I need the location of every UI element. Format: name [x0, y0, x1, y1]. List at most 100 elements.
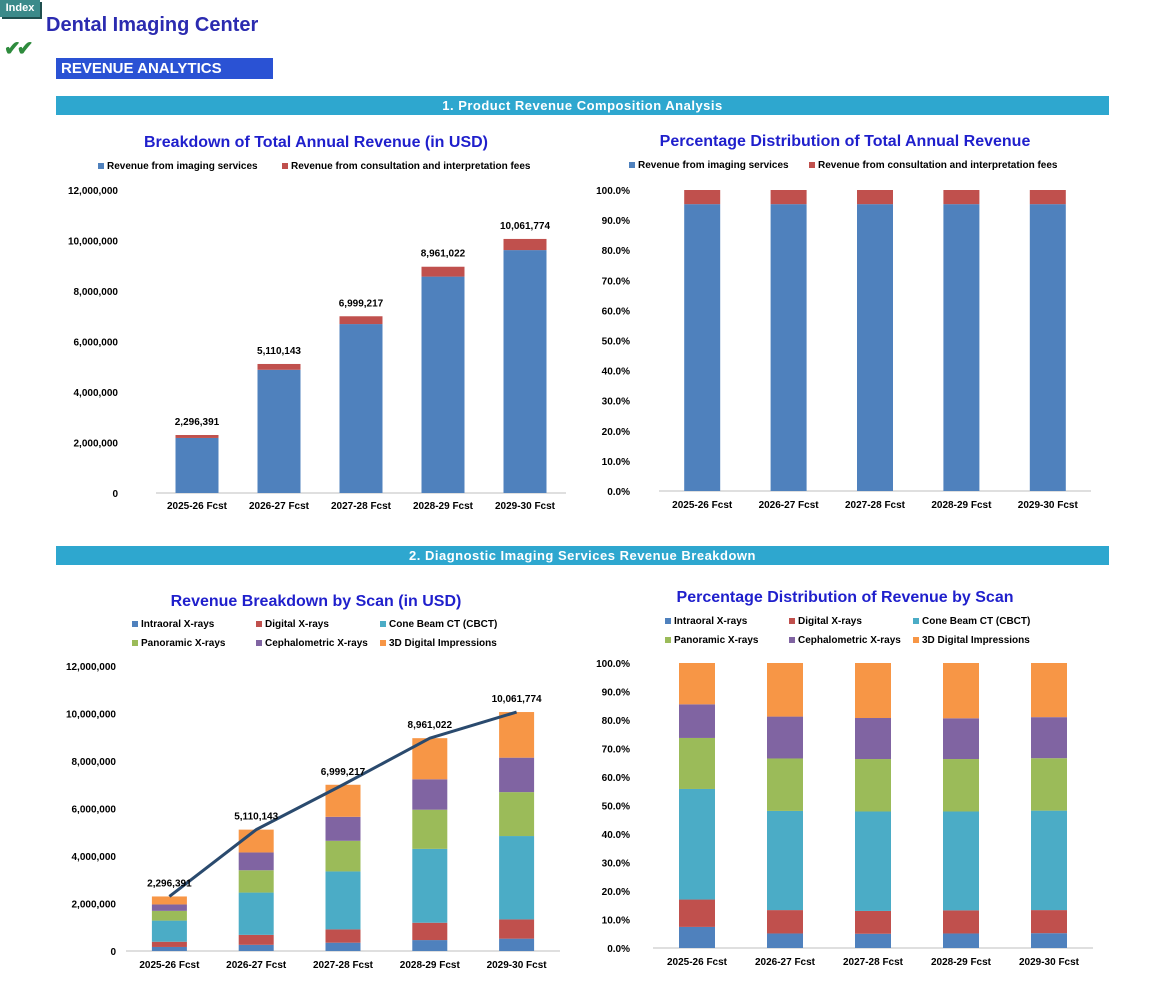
y-tick-label: 0.0% — [607, 487, 630, 498]
bar-segment-digital-x-rays — [499, 919, 535, 939]
y-tick-label: 12,000,000 — [68, 186, 118, 197]
y-tick-label: 90.0% — [602, 216, 630, 227]
y-tick-label: 0.0% — [607, 944, 630, 955]
bar-segment-3d-digital-impressions — [499, 712, 535, 758]
x-tick-label: 2027-28 Fcst — [331, 501, 392, 512]
bar-segment-revenue-from-consultation-and-interpretation-fees — [257, 363, 301, 370]
legend-swatch — [132, 640, 138, 646]
total-data-label: 8,961,022 — [421, 249, 466, 260]
bar-segment-3d-digital-impressions — [1031, 663, 1067, 718]
x-tick-label: 2026-27 Fcst — [755, 957, 816, 968]
bar-segment-cone-beam-ct-cbct — [151, 920, 187, 942]
legend-item-digital-x-rays: Digital X-rays — [256, 619, 329, 630]
x-tick-label: 2026-27 Fcst — [226, 960, 287, 971]
y-tick-label: 90.0% — [602, 688, 630, 699]
bar-segment-intraoral-x-rays — [679, 926, 715, 948]
bar-segment-3d-digital-impressions — [679, 663, 715, 705]
app-title: Dental Imaging Center — [46, 14, 259, 36]
bar-segment-digital-x-rays — [855, 910, 891, 934]
bar-segment-panoramic-x-rays — [151, 910, 187, 921]
bar-segment-cephalometric-x-rays — [855, 718, 891, 760]
bar-segment-panoramic-x-rays — [238, 870, 274, 893]
legend-swatch — [789, 637, 795, 643]
y-tick-label: 80.0% — [602, 716, 630, 727]
x-tick-label: 2025-26 Fcst — [167, 501, 228, 512]
y-tick-label: 70.0% — [602, 276, 630, 287]
chart-title: Breakdown of Total Annual Revenue (in US… — [144, 134, 488, 151]
legend-swatch — [665, 637, 671, 643]
legend-label: Intraoral X-rays — [141, 619, 215, 630]
bar-segment-revenue-from-imaging-services — [684, 204, 721, 491]
y-tick-label: 50.0% — [602, 337, 630, 348]
bar-segment-revenue-from-consultation-and-interpretation-fees — [770, 190, 807, 205]
y-tick-label: 20.0% — [602, 887, 630, 898]
bar-segment-cephalometric-x-rays — [767, 716, 803, 759]
bar-segment-revenue-from-imaging-services — [175, 437, 219, 493]
bar-segment-revenue-from-imaging-services — [857, 204, 893, 491]
bar-segment-revenue-from-consultation-and-interpretation-fees — [421, 266, 465, 277]
bar-segment-panoramic-x-rays — [1031, 758, 1067, 811]
legend-swatch — [256, 621, 262, 627]
y-tick-label: 30.0% — [602, 859, 630, 870]
total-data-label: 8,961,022 — [408, 720, 453, 731]
bar-segment-revenue-from-imaging-services — [339, 324, 383, 493]
legend-swatch — [789, 618, 795, 624]
total-data-label: 10,061,774 — [492, 694, 542, 705]
bar-segment-3d-digital-impressions — [767, 663, 803, 717]
legend-item-cone-beam-ct-cbct: Cone Beam CT (CBCT) — [380, 619, 497, 630]
chart-revenue-by-scan-percentage: Percentage Distribution of Revenue by Sc… — [585, 580, 1105, 990]
bar-segment-revenue-from-imaging-services — [770, 204, 807, 491]
bar-segment-cephalometric-x-rays — [1031, 717, 1067, 759]
bar-segment-revenue-from-imaging-services — [503, 250, 547, 493]
bar-segment-cone-beam-ct-cbct — [855, 811, 891, 911]
y-tick-label: 6,000,000 — [72, 805, 117, 816]
c1-svg: Breakdown of Total Annual Revenue (in US… — [68, 134, 566, 512]
y-tick-label: 4,000,000 — [74, 388, 119, 399]
total-data-label: 2,296,391 — [147, 878, 192, 889]
bar-segment-intraoral-x-rays — [767, 933, 803, 948]
bar-segment-3d-digital-impressions — [943, 663, 979, 719]
bar-segment-revenue-from-consultation-and-interpretation-fees — [857, 190, 893, 205]
chart-total-revenue-breakdown: Breakdown of Total Annual Revenue (in US… — [56, 122, 576, 522]
legend-label: Cone Beam CT (CBCT) — [922, 616, 1030, 627]
legend-label: 3D Digital Impressions — [922, 635, 1030, 646]
legend-item-3d-digital-impressions: 3D Digital Impressions — [380, 638, 497, 649]
total-data-label: 5,110,143 — [257, 346, 301, 357]
y-tick-label: 8,000,000 — [72, 757, 117, 768]
y-tick-label: 0 — [112, 489, 118, 500]
bar-segment-cone-beam-ct-cbct — [1031, 810, 1067, 911]
legend-item-revenue-from-imaging-services: Revenue from imaging services — [629, 160, 789, 171]
legend-item-cephalometric-x-rays: Cephalometric X-rays — [789, 635, 901, 646]
bar-segment-intraoral-x-rays — [943, 933, 979, 948]
total-data-label: 5,110,143 — [234, 812, 278, 823]
x-tick-label: 2028-29 Fcst — [931, 500, 992, 511]
legend-item-revenue-from-consultation-and-interpretation-fees: Revenue from consultation and interpreta… — [282, 161, 531, 172]
total-revenue-line — [168, 710, 518, 898]
bar-segment-cone-beam-ct-cbct — [767, 810, 803, 911]
x-tick-label: 2025-26 Fcst — [672, 500, 733, 511]
bar-segment-panoramic-x-rays — [943, 759, 979, 812]
y-tick-label: 10.0% — [602, 916, 630, 927]
c3-svg: Revenue Breakdown by Scan (in USD) Intrao… — [66, 593, 560, 971]
bar-segment-panoramic-x-rays — [499, 792, 535, 837]
chart-title: Percentage Distribution of Revenue by Sc… — [677, 589, 1014, 606]
bar-segment-cone-beam-ct-cbct — [238, 892, 274, 935]
bar-segment-cephalometric-x-rays — [325, 816, 361, 841]
x-tick-label: 2027-28 Fcst — [843, 957, 904, 968]
bar-segment-revenue-from-consultation-and-interpretation-fees — [503, 238, 547, 251]
legend-item-panoramic-x-rays: Panoramic X-rays — [665, 635, 759, 646]
x-tick-label: 2025-26 Fcst — [667, 957, 728, 968]
legend-label: Intraoral X-rays — [674, 616, 748, 627]
bar-segment-cephalometric-x-rays — [238, 852, 274, 871]
bar-segment-panoramic-x-rays — [679, 737, 715, 789]
bar-segment-3d-digital-impressions — [151, 896, 187, 905]
bar-segment-digital-x-rays — [412, 922, 448, 941]
index-button[interactable]: Index — [0, 0, 40, 17]
legend-swatch — [98, 163, 104, 169]
bar-segment-revenue-from-imaging-services — [421, 276, 465, 493]
legend-item-panoramic-x-rays: Panoramic X-rays — [132, 638, 226, 649]
bar-segment-revenue-from-imaging-services — [943, 204, 980, 491]
bar-segment-intraoral-x-rays — [325, 942, 361, 951]
section-band-imaging-breakdown: 2. Diagnostic Imaging Services Revenue B… — [56, 546, 1109, 565]
y-tick-label: 70.0% — [602, 745, 630, 756]
